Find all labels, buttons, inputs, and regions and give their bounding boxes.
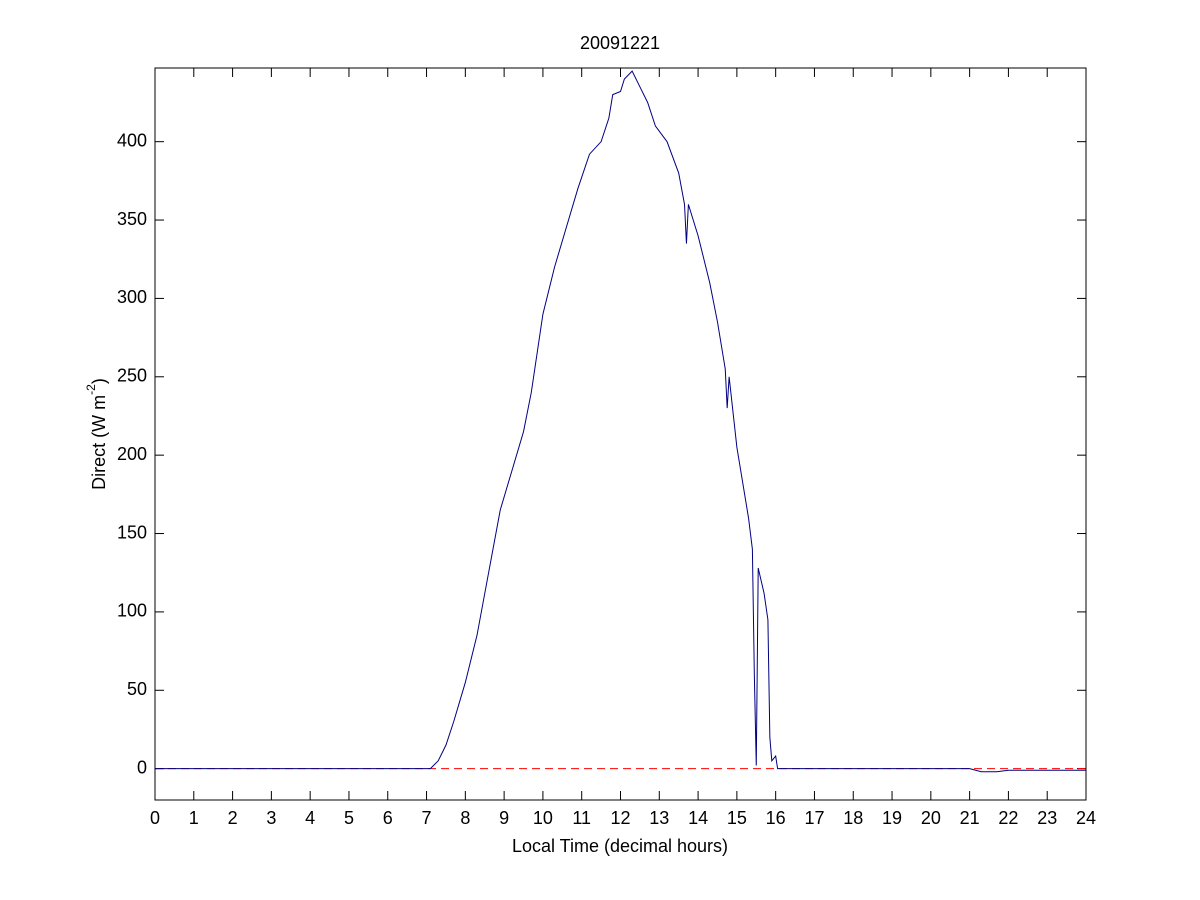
- x-tick-label: 22: [998, 808, 1018, 828]
- x-tick-label: 3: [266, 808, 276, 828]
- x-tick-label: 24: [1076, 808, 1096, 828]
- x-tick-label: 16: [766, 808, 786, 828]
- x-tick-label: 15: [727, 808, 747, 828]
- x-tick-label: 8: [460, 808, 470, 828]
- x-tick-label: 0: [150, 808, 160, 828]
- x-tick-label: 1: [189, 808, 199, 828]
- x-tick-label: 7: [422, 808, 432, 828]
- y-tick-label: 50: [127, 679, 147, 699]
- y-tick-label: 350: [117, 209, 147, 229]
- x-tick-label: 6: [383, 808, 393, 828]
- y-tick-label: 0: [137, 757, 147, 777]
- x-tick-label: 14: [688, 808, 708, 828]
- data-line: [155, 70, 1086, 773]
- y-tick-label: 300: [117, 287, 147, 307]
- x-tick-label: 17: [804, 808, 824, 828]
- y-tick-label: 400: [117, 130, 147, 150]
- y-tick-label: 250: [117, 366, 147, 386]
- y-axis-label-text: Direct (W m: [89, 395, 109, 490]
- x-tick-label: 12: [610, 808, 630, 828]
- x-tick-label: 11: [572, 808, 591, 828]
- x-tick-label: 18: [843, 808, 863, 828]
- x-tick-label: 23: [1037, 808, 1057, 828]
- x-tick-label: 13: [649, 808, 669, 828]
- x-tick-label: 5: [344, 808, 354, 828]
- x-tick-label: 9: [499, 808, 509, 828]
- y-tick-label: 200: [117, 444, 147, 464]
- x-tick-label: 19: [882, 808, 902, 828]
- y-tick-label: 150: [117, 522, 147, 542]
- y-axis-label-superscript: -2: [84, 384, 98, 395]
- x-tick-label: 20: [921, 808, 941, 828]
- y-axis-label-text: ): [89, 378, 109, 384]
- x-axis-label: Local Time (decimal hours): [512, 836, 728, 856]
- chart-title: 20091221: [580, 33, 660, 53]
- x-tick-label: 4: [305, 808, 315, 828]
- x-tick-label: 2: [228, 808, 238, 828]
- y-tick-label: 100: [117, 601, 147, 621]
- y-axis-label: Direct (W m-2): [84, 378, 109, 490]
- x-tick-label: 10: [533, 808, 553, 828]
- plot-frame: [154, 67, 1087, 801]
- x-tick-label: 21: [960, 808, 980, 828]
